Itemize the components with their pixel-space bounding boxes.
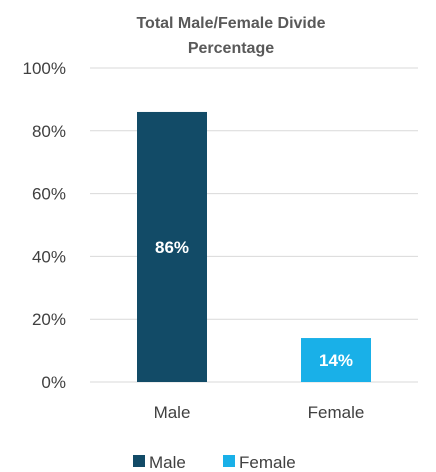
bar-male [137, 111, 207, 383]
x-category-label: Male [154, 403, 191, 422]
y-axis-ticks: 0% 20% 40% 60% 80% 100% [23, 59, 66, 392]
legend-swatch-male [133, 455, 145, 467]
y-tick-label: 0% [41, 373, 66, 392]
chart-title-line-1: Total Male/Female Divide [136, 15, 325, 32]
legend-swatch-female [223, 455, 235, 467]
data-label-male: 86% [155, 238, 189, 257]
x-axis-categories: Male Female [154, 403, 365, 422]
y-tick-label: 40% [32, 247, 66, 266]
legend-label-female: Female [239, 453, 296, 472]
bars: 86% 14% [137, 111, 371, 383]
y-tick-label: 60% [32, 185, 66, 204]
y-tick-label: 100% [23, 59, 66, 78]
x-category-label: Female [308, 403, 365, 422]
legend: Male Female [133, 453, 296, 472]
y-tick-label: 80% [32, 122, 66, 141]
y-tick-label: 20% [32, 310, 66, 329]
legend-label-male: Male [149, 453, 186, 472]
data-label-female: 14% [319, 351, 353, 370]
chart-title-line-2: Percentage [188, 40, 274, 57]
bar-female [301, 338, 371, 382]
